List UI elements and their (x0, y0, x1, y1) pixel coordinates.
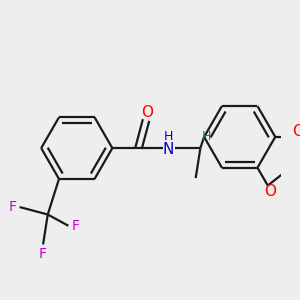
Text: O: O (141, 105, 153, 120)
Text: H: H (201, 130, 211, 143)
Text: N: N (163, 142, 174, 158)
Text: F: F (39, 247, 47, 261)
Text: F: F (8, 200, 16, 214)
Text: O: O (292, 124, 300, 139)
Text: F: F (72, 219, 80, 233)
Text: O: O (264, 184, 276, 199)
Text: H: H (164, 130, 173, 143)
